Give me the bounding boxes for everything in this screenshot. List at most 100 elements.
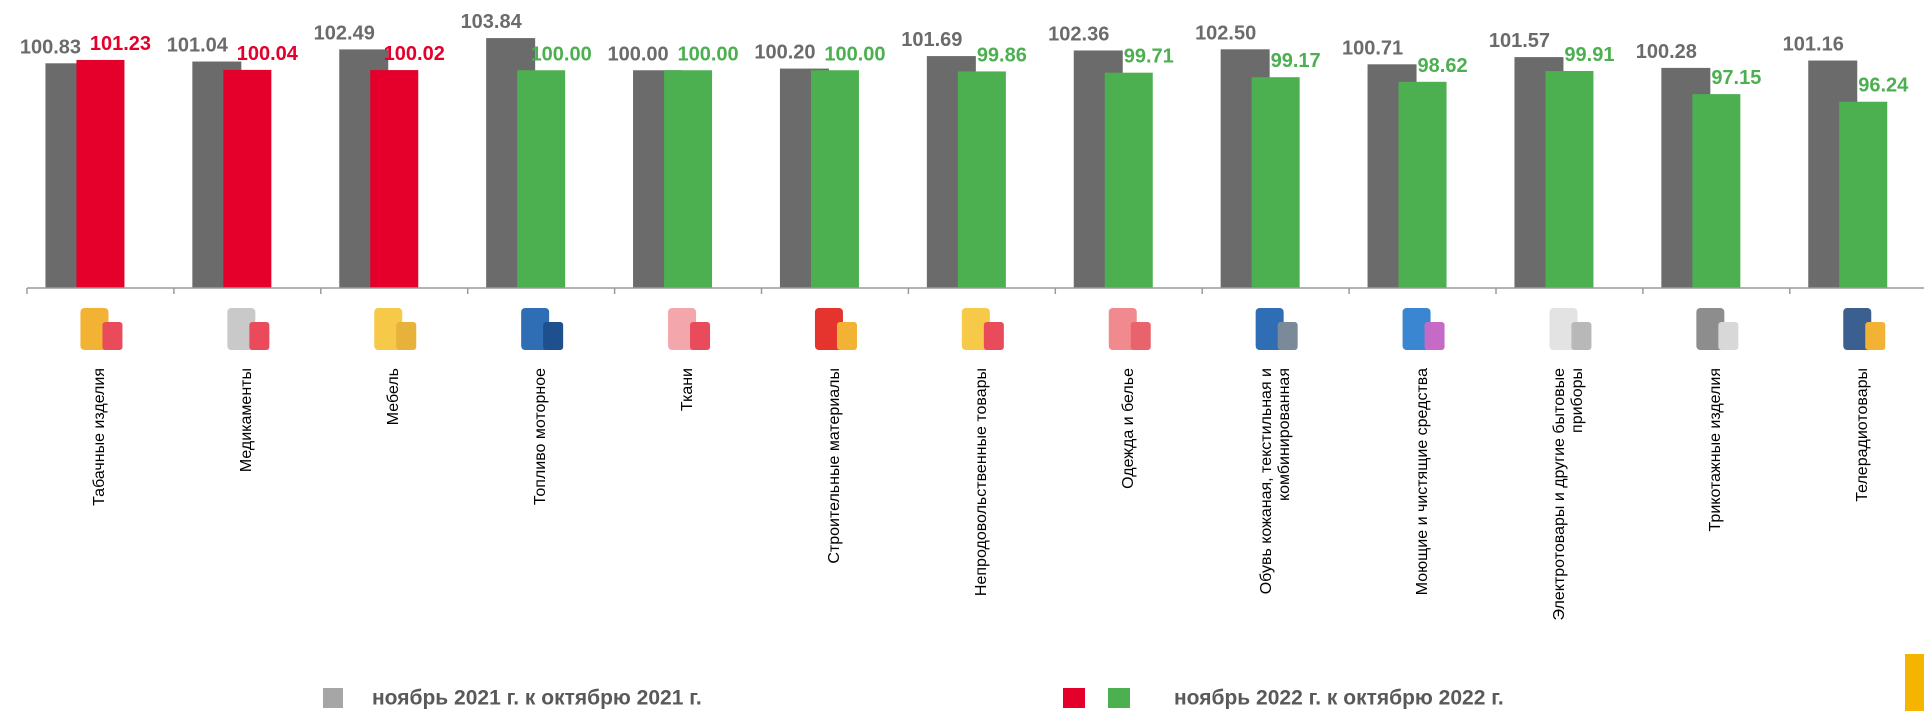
icon-part: [836, 322, 857, 350]
icon-part: [543, 322, 564, 350]
value-label: 103.84: [461, 11, 523, 33]
value-label: 100.02: [384, 43, 445, 65]
icon-part: [1255, 308, 1284, 350]
value-label: 100.20: [754, 42, 815, 64]
x-tick-label: Трикотажные изделия: [1707, 368, 1725, 532]
icon-part: [102, 322, 123, 350]
legend: ноябрь 2021 г. к октябрю 2021 г. ноябрь 2…: [323, 687, 1504, 710]
value-label: 99.91: [1564, 44, 1614, 66]
value-label: 98.62: [1418, 55, 1468, 77]
icon-part: [1865, 322, 1886, 350]
icon-part: [1696, 308, 1725, 350]
icon-part: [961, 308, 990, 350]
value-label: 101.69: [901, 29, 962, 51]
legend-label: ноябрь 2022 г. к октябрю 2022 г.: [1174, 687, 1504, 710]
value-label: 99.86: [977, 44, 1027, 66]
bar: [664, 70, 713, 288]
value-label: 102.49: [314, 22, 375, 44]
icon-part: [227, 308, 256, 350]
value-label: 96.24: [1858, 75, 1909, 97]
category-icon: [1108, 308, 1151, 350]
bar: [517, 70, 566, 288]
icon-part: [1718, 322, 1739, 350]
icon-part: [690, 322, 711, 350]
x-tick-label: Медикаменты: [238, 368, 256, 473]
icon-part: [983, 322, 1004, 350]
x-tick-label: Мебель: [385, 368, 403, 426]
icon-part: [1424, 322, 1445, 350]
value-label: 102.36: [1048, 23, 1109, 45]
legend-swatch: [1108, 688, 1130, 708]
value-label: 100.28: [1636, 41, 1697, 63]
x-tick-label: Непродовольственные товары: [972, 368, 990, 597]
category-icon: [814, 308, 857, 350]
value-label: 100.83: [20, 36, 81, 58]
icon-part: [1130, 322, 1151, 350]
bar: [1545, 71, 1594, 288]
x-tick-label: Строительные материалы: [825, 368, 843, 564]
bar: [76, 59, 125, 289]
bar: [223, 69, 272, 288]
bar: [1104, 72, 1153, 289]
bar: [1839, 101, 1888, 289]
category-icon: [374, 308, 417, 350]
category-icon: [1843, 308, 1886, 350]
value-label: 100.71: [1342, 37, 1403, 59]
value-label: 100.00: [824, 43, 885, 65]
value-label: 101.04: [167, 35, 229, 57]
icon-part: [1571, 322, 1592, 350]
value-label: 101.23: [90, 33, 151, 55]
icon-part: [1402, 308, 1431, 350]
category-icon: [1696, 308, 1739, 350]
bar: [957, 71, 1006, 288]
bar: [1251, 77, 1300, 288]
icon-part: [249, 322, 270, 350]
icon-part: [1108, 308, 1137, 350]
category-icon: [80, 308, 123, 350]
category-icon: [961, 308, 1004, 350]
legend-swatch: [1063, 688, 1085, 708]
icon-part: [1277, 322, 1298, 350]
icon-part: [668, 308, 697, 350]
x-tick-label: Топливо моторное: [532, 368, 550, 506]
x-tick-label: Табачные изделия: [91, 368, 109, 506]
value-label: 102.50: [1195, 22, 1256, 44]
x-tick-label: Моющие и чистящие средства: [1413, 368, 1431, 596]
icon-part: [396, 322, 417, 350]
icon-part: [374, 308, 403, 350]
x-tick-label: Обувь кожаная, текстильная и комбинирова…: [1257, 368, 1293, 595]
icon-part: [521, 308, 550, 350]
category-icon: [1402, 308, 1445, 350]
x-tick-label: Ткани: [679, 368, 697, 412]
icon-part: [80, 308, 109, 350]
legend-swatch: [323, 688, 343, 708]
bar: [1692, 94, 1741, 289]
bar: [370, 70, 419, 289]
value-label: 100.00: [607, 43, 668, 65]
corner-mark: [1905, 654, 1924, 711]
icon-part: [1549, 308, 1578, 350]
x-tick-label: Одежда и белье: [1119, 368, 1137, 489]
legend-label: ноябрь 2021 г. к октябрю 2021 г.: [372, 687, 702, 710]
category-icon: [521, 308, 564, 350]
category-icon: [1255, 308, 1298, 350]
category-icon: [1549, 308, 1592, 350]
icon-part: [814, 308, 843, 350]
x-tick-label: Электротовары и другие бытовые приборы: [1551, 368, 1587, 621]
value-label: 99.71: [1124, 46, 1174, 68]
value-label: 101.57: [1489, 30, 1550, 52]
x-tick-label: Телерадиотовары: [1854, 368, 1872, 502]
value-label: 100.04: [237, 43, 299, 65]
value-label: 99.17: [1271, 50, 1321, 72]
bar: [1398, 81, 1447, 289]
value-label: 100.00: [677, 43, 738, 65]
bar: [810, 70, 859, 288]
category-icon: [668, 308, 711, 350]
value-label: 100.00: [531, 43, 592, 65]
value-label: 101.16: [1783, 34, 1844, 56]
category-icon: [227, 308, 270, 350]
value-label: 97.15: [1711, 67, 1761, 89]
icon-part: [1843, 308, 1872, 350]
